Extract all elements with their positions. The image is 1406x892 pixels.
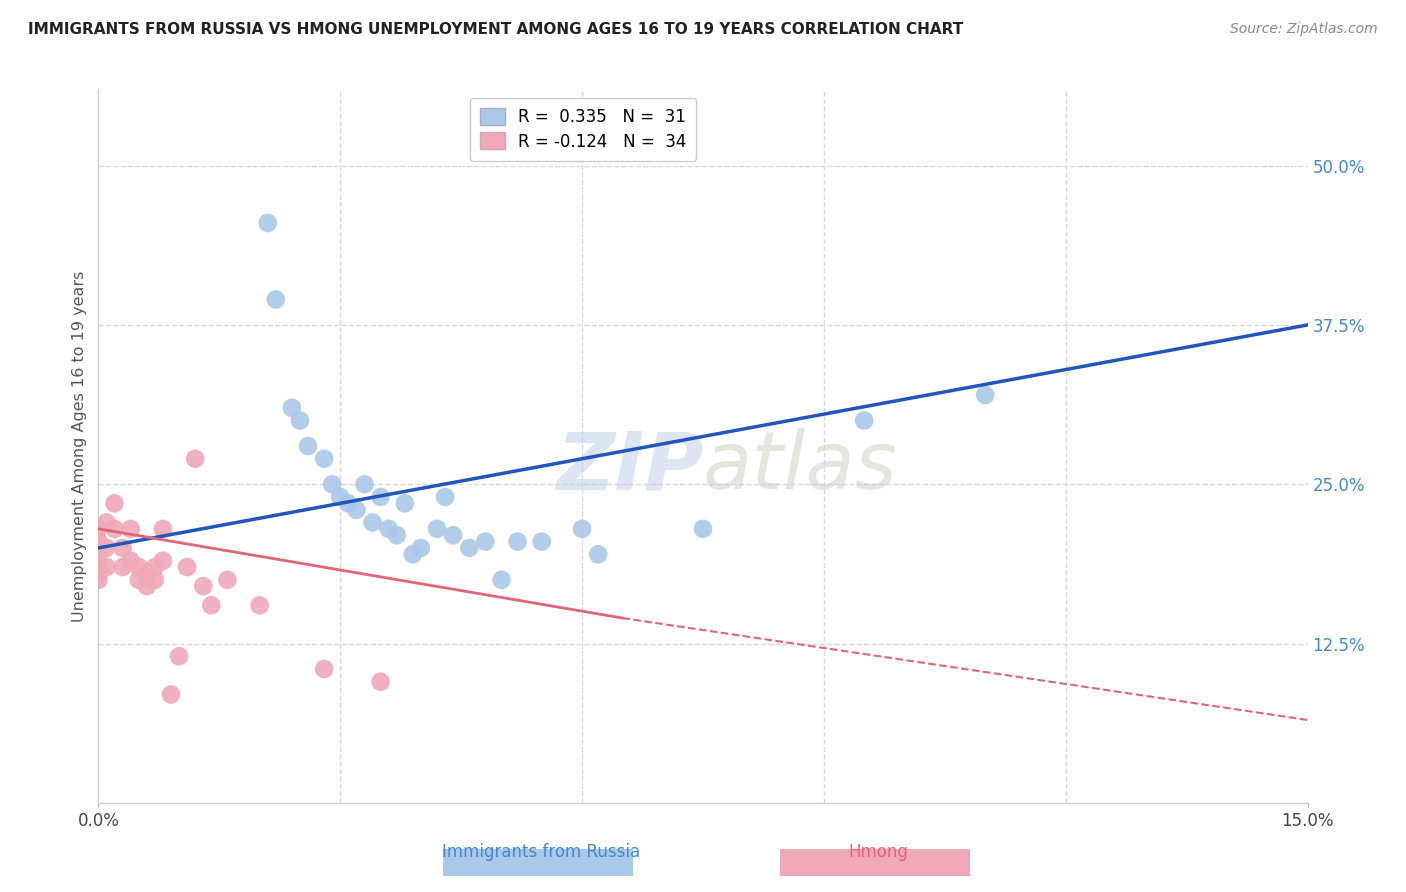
Y-axis label: Unemployment Among Ages 16 to 19 years: Unemployment Among Ages 16 to 19 years [72,270,87,622]
Point [120,522,142,536]
Point [256,216,278,230]
Point [87,522,110,536]
Point [377,522,399,536]
Point [370,674,392,689]
Point [571,522,593,536]
Point [314,662,336,676]
Text: atlas: atlas [703,428,898,507]
Point [103,496,125,510]
Point [329,490,352,504]
Point [409,541,432,555]
Text: IMMIGRANTS FROM RUSSIA VS HMONG UNEMPLOYMENT AMONG AGES 16 TO 19 YEARS CORRELATI: IMMIGRANTS FROM RUSSIA VS HMONG UNEMPLOY… [28,22,963,37]
Point [176,560,198,574]
Text: Source: ZipAtlas.com: Source: ZipAtlas.com [1230,22,1378,37]
Point [200,599,222,613]
Point [344,502,367,516]
Point [530,534,553,549]
Point [87,560,110,574]
Point [491,573,513,587]
Point [426,522,449,536]
Point [441,528,464,542]
Point [184,451,207,466]
Point [974,388,997,402]
Text: Hmong: Hmong [849,843,908,861]
Point [193,579,215,593]
Point [297,439,319,453]
Point [128,560,150,574]
Point [111,560,134,574]
Point [385,528,408,542]
Point [167,649,190,664]
Text: ZIP: ZIP [555,428,703,507]
Point [96,541,118,555]
Point [87,534,110,549]
Point [120,554,142,568]
Point [281,401,304,415]
Point [853,413,876,427]
Point [692,522,714,536]
Point [506,534,529,549]
Point [87,547,110,561]
Point [87,566,110,581]
Point [264,293,287,307]
Point [217,573,239,587]
Point [402,547,425,561]
Point [458,541,481,555]
Legend: R =  0.335   N =  31, R = -0.124   N =  34: R = 0.335 N = 31, R = -0.124 N = 34 [470,97,696,161]
Point [96,560,118,574]
Point [96,516,118,530]
Point [321,477,343,491]
Point [353,477,375,491]
Point [434,490,457,504]
Point [135,579,157,593]
Point [103,522,125,536]
Point [87,541,110,555]
Point [160,688,183,702]
Point [143,573,166,587]
Point [314,451,336,466]
Point [111,541,134,555]
Point [337,496,360,510]
Point [135,566,157,581]
Point [128,573,150,587]
Point [361,516,384,530]
Point [586,547,609,561]
Text: Immigrants from Russia: Immigrants from Russia [443,843,640,861]
Point [152,522,174,536]
Point [87,573,110,587]
Point [394,496,416,510]
Point [370,490,392,504]
Point [143,560,166,574]
Point [288,413,311,427]
Point [474,534,496,549]
Point [152,554,174,568]
Point [249,599,271,613]
